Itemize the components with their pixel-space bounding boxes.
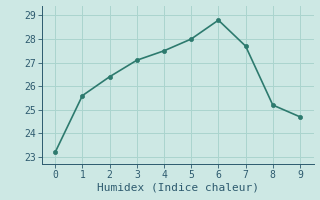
X-axis label: Humidex (Indice chaleur): Humidex (Indice chaleur) [97, 182, 259, 192]
